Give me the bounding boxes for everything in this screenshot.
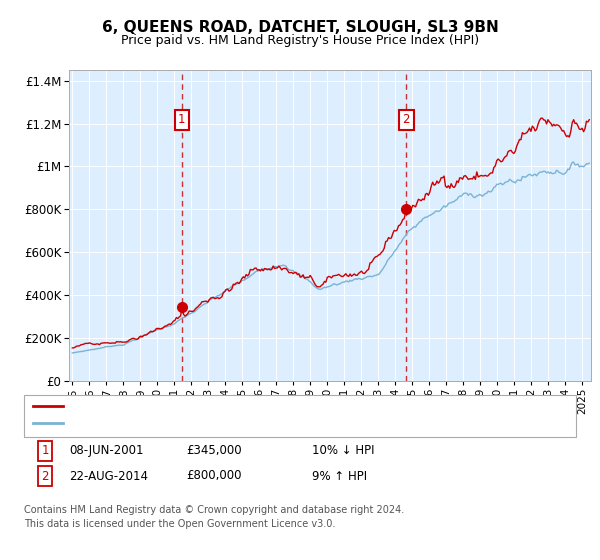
Text: 9% ↑ HPI: 9% ↑ HPI: [312, 469, 367, 483]
Text: 6, QUEENS ROAD, DATCHET, SLOUGH, SL3 9BN (detached house): 6, QUEENS ROAD, DATCHET, SLOUGH, SL3 9BN…: [69, 401, 433, 411]
Text: 1: 1: [41, 444, 49, 458]
Text: Price paid vs. HM Land Registry's House Price Index (HPI): Price paid vs. HM Land Registry's House …: [121, 34, 479, 46]
Text: £345,000: £345,000: [186, 444, 242, 458]
Text: 6, QUEENS ROAD, DATCHET, SLOUGH, SL3 9BN: 6, QUEENS ROAD, DATCHET, SLOUGH, SL3 9BN: [101, 20, 499, 35]
Text: 1: 1: [178, 113, 185, 126]
Text: 08-JUN-2001: 08-JUN-2001: [69, 444, 143, 458]
Text: 10% ↓ HPI: 10% ↓ HPI: [312, 444, 374, 458]
Text: 2: 2: [403, 113, 410, 126]
Text: 22-AUG-2014: 22-AUG-2014: [69, 469, 148, 483]
Text: HPI: Average price, detached house, Windsor and Maidenhead: HPI: Average price, detached house, Wind…: [69, 418, 418, 428]
Text: This data is licensed under the Open Government Licence v3.0.: This data is licensed under the Open Gov…: [24, 519, 335, 529]
Text: Contains HM Land Registry data © Crown copyright and database right 2024.: Contains HM Land Registry data © Crown c…: [24, 505, 404, 515]
Text: 2: 2: [41, 469, 49, 483]
Text: £800,000: £800,000: [186, 469, 241, 483]
